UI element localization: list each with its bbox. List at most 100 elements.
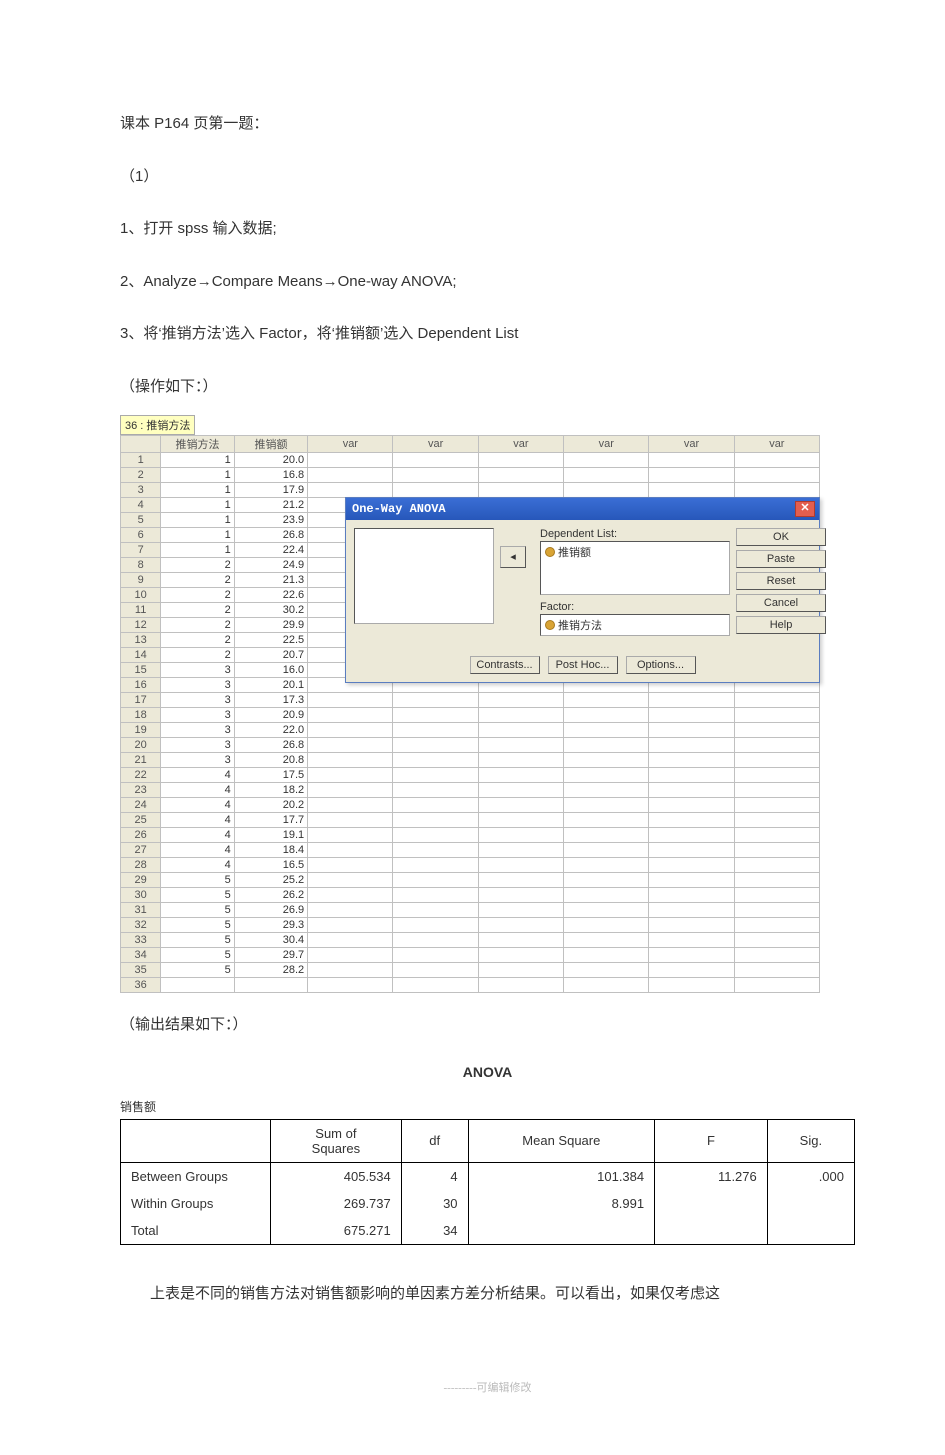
options-button[interactable]: Options...	[626, 656, 696, 674]
anova-row-label: Total	[121, 1217, 271, 1245]
table-row: 30526.2	[121, 888, 820, 903]
data-cell: 4	[161, 783, 234, 798]
data-cell	[478, 978, 563, 993]
data-cell	[478, 918, 563, 933]
data-cell	[649, 783, 734, 798]
table-row: 21320.8	[121, 753, 820, 768]
data-cell	[734, 933, 819, 948]
anova-subtitle: 销售额	[120, 1098, 855, 1115]
row-number: 23	[121, 783, 161, 798]
data-cell	[734, 978, 819, 993]
anova-row: Between Groups405.5344101.38411.276.000	[121, 1162, 855, 1190]
data-cell	[478, 858, 563, 873]
data-cell: 22.0	[234, 723, 307, 738]
data-cell	[478, 948, 563, 963]
dependent-block: Dependent List: 推销额 Factor: 推销方法	[540, 528, 730, 636]
data-cell	[478, 903, 563, 918]
data-cell: 4	[161, 768, 234, 783]
data-cell	[649, 918, 734, 933]
data-cell	[564, 693, 649, 708]
close-icon[interactable]: ✕	[795, 501, 815, 517]
data-cell: 16.8	[234, 468, 307, 483]
var-header: var	[478, 436, 563, 453]
data-cell: 5	[161, 933, 234, 948]
factor-item[interactable]: 推销方法	[543, 617, 604, 633]
row-number: 8	[121, 558, 161, 573]
data-cell: 1	[161, 453, 234, 468]
data-cell: 29.9	[234, 618, 307, 633]
spss-cell-indicator: 36 : 推销方法	[120, 415, 195, 435]
data-cell	[734, 888, 819, 903]
ok-button[interactable]: OK	[736, 528, 826, 546]
data-cell	[478, 963, 563, 978]
anova-header: df	[401, 1119, 468, 1162]
data-cell	[564, 798, 649, 813]
data-cell: 25.2	[234, 873, 307, 888]
row-number: 6	[121, 528, 161, 543]
source-variable-list[interactable]	[354, 528, 494, 624]
table-row: 26419.1	[121, 828, 820, 843]
table-row: 22417.5	[121, 768, 820, 783]
data-cell	[308, 798, 393, 813]
table-row: 19322.0	[121, 723, 820, 738]
data-cell: 17.9	[234, 483, 307, 498]
data-cell: 29.3	[234, 918, 307, 933]
data-cell	[734, 708, 819, 723]
data-cell: 26.2	[234, 888, 307, 903]
data-cell	[308, 468, 393, 483]
row-number: 25	[121, 813, 161, 828]
data-cell	[478, 798, 563, 813]
data-cell	[564, 963, 649, 978]
row-number: 16	[121, 678, 161, 693]
factor-box[interactable]: 推销方法	[540, 614, 730, 636]
var-header: var	[393, 436, 478, 453]
data-cell	[308, 933, 393, 948]
data-cell	[393, 918, 478, 933]
data-cell: 1	[161, 498, 234, 513]
step-2: 2、Analyze→Compare Means→One-way ANOVA;	[120, 268, 855, 297]
data-cell	[564, 753, 649, 768]
anova-value: 405.534	[271, 1162, 402, 1190]
data-cell: 18.4	[234, 843, 307, 858]
paste-button[interactable]: Paste	[736, 550, 826, 568]
var-header: var	[734, 436, 819, 453]
data-cell: 23.9	[234, 513, 307, 528]
data-cell: 19.1	[234, 828, 307, 843]
dependent-list[interactable]: 推销额	[540, 541, 730, 595]
data-cell	[393, 453, 478, 468]
data-cell	[564, 903, 649, 918]
data-cell: 18.2	[234, 783, 307, 798]
posthoc-button[interactable]: Post Hoc...	[548, 656, 618, 674]
data-cell	[734, 468, 819, 483]
data-cell	[649, 708, 734, 723]
data-cell	[478, 708, 563, 723]
cancel-button[interactable]: Cancel	[736, 594, 826, 612]
data-cell: 4	[161, 858, 234, 873]
row-number: 21	[121, 753, 161, 768]
row-number: 24	[121, 798, 161, 813]
help-button[interactable]: Help	[736, 616, 826, 634]
data-cell: 4	[161, 843, 234, 858]
row-number: 20	[121, 738, 161, 753]
table-row: 36	[121, 978, 820, 993]
reset-button[interactable]: Reset	[736, 572, 826, 590]
data-cell: 3	[161, 723, 234, 738]
oneway-anova-dialog: One-Way ANOVA ✕ ◂ Dependent List: 推销额	[345, 497, 820, 683]
data-cell	[734, 723, 819, 738]
anova-header: Sig.	[767, 1119, 854, 1162]
data-cell: 21.2	[234, 498, 307, 513]
dependent-item[interactable]: 推销额	[543, 544, 593, 560]
data-cell	[393, 783, 478, 798]
table-row: 23418.2	[121, 783, 820, 798]
rownum-header	[121, 436, 161, 453]
data-cell: 16.0	[234, 663, 307, 678]
conclusion-text: 上表是不同的销售方法对销售额影响的单因素方差分析结果。可以看出，如果仅考虑这	[120, 1279, 855, 1309]
data-cell: 20.2	[234, 798, 307, 813]
contrasts-button[interactable]: Contrasts...	[470, 656, 540, 674]
anova-value	[655, 1190, 768, 1217]
data-cell	[478, 828, 563, 843]
data-cell	[393, 813, 478, 828]
data-cell	[308, 843, 393, 858]
data-cell	[308, 693, 393, 708]
move-to-dependent-button[interactable]: ◂	[500, 546, 526, 568]
